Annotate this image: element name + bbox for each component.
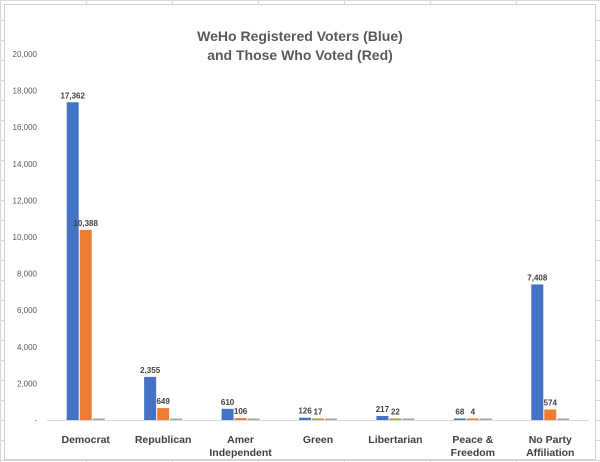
category-label: Independent [209,447,272,459]
data-label: 217 [376,405,390,414]
bar [479,418,492,420]
category-label: Affiliation [526,447,574,459]
bar [376,416,389,420]
bar [389,418,402,420]
bar [66,102,79,421]
category-label: Libertarian [368,434,422,446]
bar [234,418,247,420]
data-label: 106 [234,407,248,416]
data-label: 17,362 [60,91,85,100]
bar [557,418,570,420]
category-label: Peace & [452,434,493,446]
data-label: 2,355 [140,366,161,375]
data-label: 22 [391,408,400,417]
bar [170,418,183,420]
bar-chart: - 2,000 4,000 6,000 8,000 10,000 12,000 14,000 1… [13,50,589,459]
category-label: Green [303,434,333,446]
bar [466,418,479,420]
y-tick-label: 12,000 [13,196,38,205]
y-tick-label: 14,000 [13,160,38,169]
category-label: Amer [227,434,254,446]
chart-title-line-1: WeHo Registered Voters (Blue) [197,28,403,44]
data-label: 649 [156,397,170,406]
data-label: 610 [221,398,235,407]
y-tick-label: 20,000 [13,50,38,59]
data-label: 574 [544,398,558,407]
data-label: 10,388 [73,219,98,228]
bar [544,409,557,420]
chart-title-line-2: and Those Who Voted (Red) [207,47,393,63]
bar [92,418,105,420]
y-tick-label: 10,000 [13,233,38,242]
data-label: 7,408 [527,273,548,282]
y-tick-label: 16,000 [13,123,38,132]
bar [247,418,260,420]
y-tick-label: 2,000 [17,379,38,388]
category-label: Republican [135,434,192,446]
y-tick-label: 8,000 [17,270,38,279]
chart-area[interactable]: WeHo Registered Voters (Blue) and Those … [4,4,596,460]
chart-title: WeHo Registered Voters (Blue) and Those … [5,27,595,65]
bar [402,418,415,420]
y-tick-label: 18,000 [13,87,38,96]
bar [531,284,544,420]
bar [157,408,170,420]
y-tick-label: - [34,416,37,425]
data-label: 68 [455,408,464,417]
data-label: 4 [471,408,476,417]
data-label: 17 [314,408,323,417]
bar [325,418,337,420]
bar [453,418,466,420]
y-tick-label: 4,000 [17,343,38,352]
bar [312,418,324,420]
y-tick-label: 6,000 [17,306,38,315]
category-label: Freedom [451,447,495,459]
bar [79,229,92,420]
category-label: Democrat [61,434,110,446]
data-label: 126 [298,407,312,416]
bar [144,376,157,420]
bar [299,417,311,420]
bar [221,408,234,420]
category-label: No Party [529,434,572,446]
